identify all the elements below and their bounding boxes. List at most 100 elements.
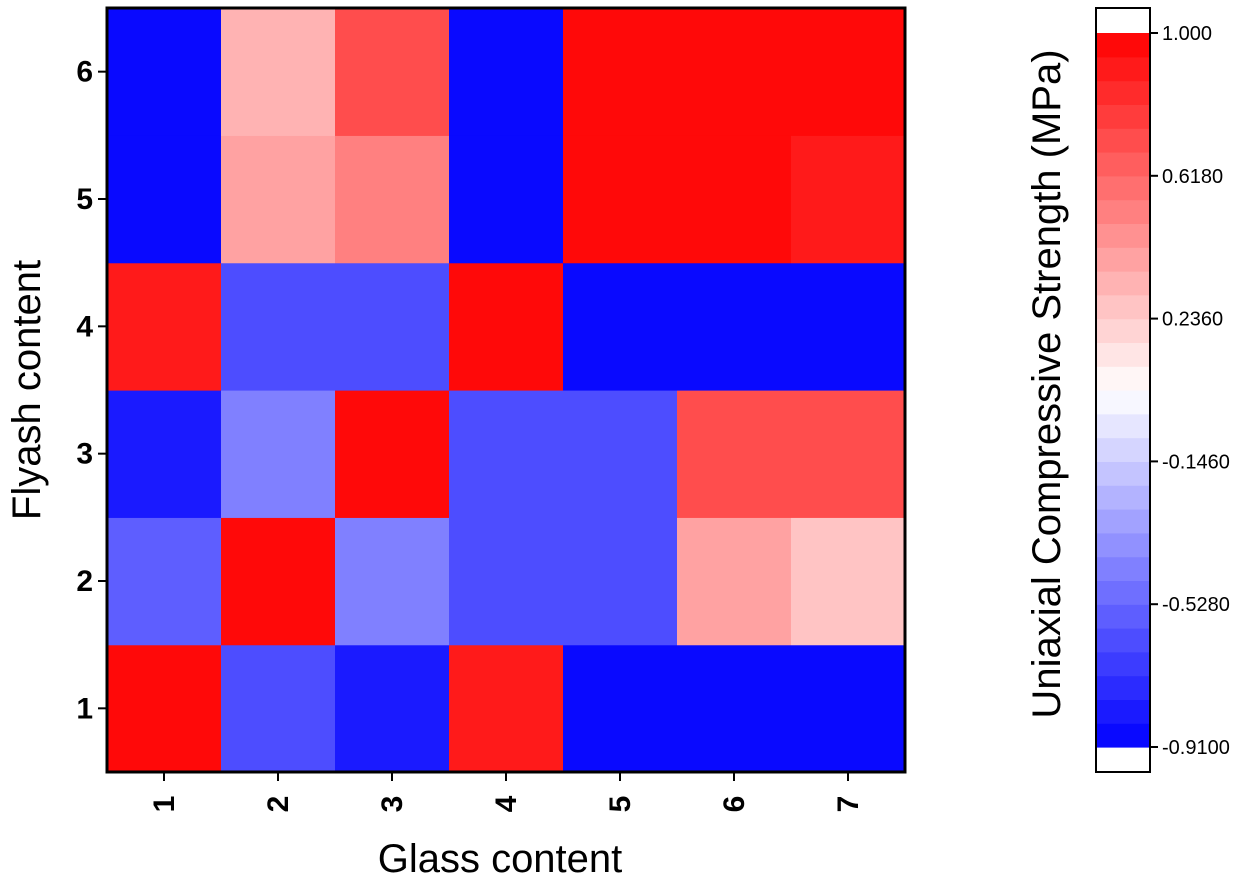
heatmap-cell-x1-y4	[107, 262, 222, 391]
y-tick-label: 6	[76, 56, 93, 89]
y-tick-label: 2	[76, 565, 93, 598]
heatmap-cell-x7-y4	[791, 262, 906, 391]
colorbar-band	[1096, 509, 1150, 534]
colorbar-band	[1096, 56, 1150, 82]
heatmap-cell-x5-y3	[563, 390, 678, 518]
heatmap-cell-x7-y2	[791, 517, 906, 646]
colorbar-band	[1096, 390, 1150, 415]
x-axis-title: Glass content	[378, 837, 623, 877]
x-axis-ticks: 1 2 3 4 5 6 7	[148, 772, 865, 812]
heatmap-cell-x3-y1	[335, 644, 450, 773]
colorbar-ticks: 1.000 0.6180 0.2360 -0.1460 -0.5280 -0.9100	[1150, 23, 1230, 759]
heatmap-cell-x4-y6	[449, 8, 564, 136]
colorbar-band	[1096, 152, 1150, 177]
colorbar-band	[1096, 485, 1150, 510]
heatmap-cell-x4-y5	[449, 135, 564, 264]
y-axis-ticks: 1 2 3 4 5 6	[76, 56, 107, 725]
heatmap-cells	[107, 8, 906, 773]
heatmap-cell-x5-y1	[563, 644, 678, 773]
colorbar-band	[1096, 342, 1150, 367]
heatmap-cell-x7-y3	[791, 390, 906, 518]
heatmap-cell-x5-y4	[563, 262, 678, 391]
heatmap-cell-x6-y6	[677, 8, 792, 136]
colorbar-band	[1096, 318, 1150, 343]
heatmap-cell-x4-y3	[449, 390, 564, 518]
colorbar-title: Uniaxial Compressive Strength (MPa)	[1025, 49, 1069, 718]
colorbar-band	[1096, 723, 1150, 748]
x-tick-label: 4	[490, 795, 523, 812]
colorbar-tick-label: 1.000	[1162, 23, 1212, 45]
heatmap-cell-x2-y1	[221, 644, 336, 773]
colorbar-tick-label: 0.6180	[1162, 166, 1223, 188]
x-tick-label: 5	[604, 796, 637, 813]
colorbar-tick-label: 0.2360	[1162, 309, 1223, 331]
x-tick-label: 1	[148, 796, 181, 813]
heatmap-cell-x1-y6	[107, 8, 222, 136]
colorbar-band	[1096, 366, 1150, 391]
colorbar-band	[1096, 651, 1150, 677]
colorbar-tick-label: -0.9100	[1162, 737, 1230, 759]
colorbar-band	[1096, 271, 1150, 296]
colorbar-frame	[1095, 7, 1151, 773]
heatmap-cell-x5-y5	[563, 135, 678, 264]
colorbar-band	[1096, 628, 1150, 653]
heatmap-cell-x1-y1	[107, 644, 222, 773]
y-tick-label: 4	[76, 310, 93, 343]
colorbar-bands	[1096, 33, 1150, 748]
heatmap-cell-x2-y5	[221, 135, 336, 264]
colorbar-tick-label: -0.1460	[1162, 451, 1230, 473]
heatmap-cell-x6-y2	[677, 517, 792, 646]
y-tick-label: 5	[76, 183, 93, 216]
heatmap-cell-x4-y4	[449, 262, 564, 391]
colorbar-band	[1096, 413, 1150, 439]
heatmap-cell-x6-y1	[677, 644, 792, 773]
heatmap-cell-x3-y4	[335, 262, 450, 391]
heatmap-cell-x3-y3	[335, 390, 450, 518]
heatmap-cell-x4-y2	[449, 517, 564, 646]
heatmap-cell-x3-y6	[335, 8, 450, 136]
colorbar-band	[1096, 128, 1150, 153]
heatmap-cell-x7-y1	[791, 644, 906, 773]
colorbar-band	[1096, 247, 1150, 272]
heatmap-cell-x2-y3	[221, 390, 336, 518]
heatmap-cell-x1-y5	[107, 135, 222, 264]
heatmap-cell-x6-y4	[677, 262, 792, 391]
x-tick-label: 3	[376, 796, 409, 813]
heatmap-cell-x5-y2	[563, 517, 678, 646]
colorbar-band	[1096, 556, 1150, 581]
colorbar-band	[1096, 223, 1150, 248]
colorbar-band	[1096, 437, 1150, 462]
colorbar-band	[1096, 80, 1150, 105]
heatmap-cell-x3-y2	[335, 517, 450, 646]
colorbar-band	[1096, 675, 1150, 700]
heatmap-cell-x1-y2	[107, 517, 222, 646]
y-axis-title: Flyash content	[5, 260, 49, 520]
x-tick-label: 6	[718, 796, 751, 813]
y-tick-label: 1	[76, 692, 93, 725]
colorbar-band	[1096, 580, 1150, 605]
colorbar-band	[1096, 461, 1150, 486]
heatmap-cell-x1-y3	[107, 390, 222, 518]
colorbar: 1.000 0.6180 0.2360 -0.1460 -0.5280 -0.9100 U…	[1025, 7, 1230, 773]
heatmap-cell-x6-y5	[677, 135, 792, 264]
colorbar-band	[1096, 175, 1150, 201]
heatmap-cell-x7-y5	[791, 135, 906, 264]
colorbar-band	[1096, 104, 1150, 129]
heatmap-cell-x3-y5	[335, 135, 450, 264]
heatmap-cell-x4-y1	[449, 644, 564, 773]
colorbar-band	[1096, 604, 1150, 629]
heatmap-cell-x2-y4	[221, 262, 336, 391]
colorbar-band	[1096, 33, 1150, 58]
x-tick-label: 7	[832, 796, 865, 813]
heatmap-cell-x2-y2	[221, 517, 336, 646]
colorbar-tick-label: -0.5280	[1162, 594, 1230, 616]
x-tick-label: 2	[262, 796, 295, 813]
heatmap-cell-x7-y6	[791, 8, 906, 136]
heatmap-cell-x2-y6	[221, 8, 336, 136]
heatmap-cell-x6-y3	[677, 390, 792, 518]
colorbar-band	[1096, 199, 1150, 224]
y-tick-label: 3	[76, 438, 93, 471]
colorbar-band	[1096, 699, 1150, 724]
colorbar-band	[1096, 294, 1150, 320]
